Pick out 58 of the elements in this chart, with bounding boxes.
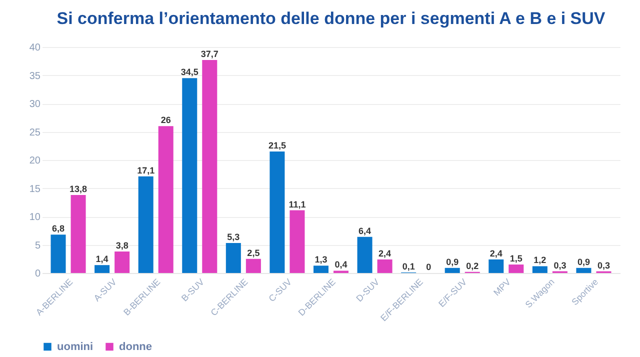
data-label: 17,1 bbox=[137, 165, 155, 176]
bar bbox=[114, 252, 130, 273]
data-label: 6,8 bbox=[52, 224, 65, 234]
data-label: 26 bbox=[160, 115, 171, 126]
bar bbox=[576, 268, 592, 273]
data-label: 0 bbox=[426, 262, 432, 272]
data-label: 5,3 bbox=[227, 232, 240, 242]
data-label: 0,9 bbox=[577, 256, 590, 267]
data-label: 0,4 bbox=[334, 260, 348, 270]
bar bbox=[226, 243, 241, 273]
data-label: 2,5 bbox=[247, 248, 260, 258]
data-label: 6,4 bbox=[358, 226, 372, 236]
y-tick-label: 0 bbox=[34, 268, 41, 280]
bar bbox=[94, 265, 110, 273]
bar bbox=[444, 268, 460, 273]
data-label: 2,4 bbox=[490, 248, 502, 258]
bar bbox=[488, 259, 504, 273]
legend-label: donne bbox=[119, 340, 152, 353]
data-label: 0,9 bbox=[446, 256, 459, 267]
data-label: 0,3 bbox=[597, 260, 610, 270]
data-label: 37,7 bbox=[200, 48, 218, 59]
bar bbox=[202, 60, 218, 273]
data-label: 21,5 bbox=[268, 140, 286, 151]
data-label: 2,4 bbox=[378, 248, 392, 258]
bar bbox=[50, 234, 66, 273]
bar bbox=[290, 210, 305, 273]
y-tick-label: 15 bbox=[29, 184, 41, 195]
data-label: 0,3 bbox=[554, 260, 566, 270]
bar bbox=[182, 78, 198, 273]
data-label: 1,5 bbox=[510, 254, 522, 264]
data-label: 1,2 bbox=[534, 255, 546, 266]
data-label: 1,3 bbox=[314, 254, 328, 265]
data-label: 1,4 bbox=[96, 254, 108, 264]
chart-title: Si conferma l’orientamento delle donne per i segmenti A e B e i SUV bbox=[56, 9, 606, 28]
bar bbox=[313, 266, 328, 273]
data-label: 3,8 bbox=[116, 240, 128, 251]
bar bbox=[532, 266, 548, 273]
data-label: 11,1 bbox=[288, 199, 306, 210]
y-tick-label: 25 bbox=[29, 127, 41, 138]
data-label: 0,1 bbox=[402, 261, 415, 272]
data-label: 34,5 bbox=[180, 67, 198, 78]
bar bbox=[270, 152, 285, 273]
bar bbox=[508, 264, 524, 273]
bar bbox=[377, 259, 392, 273]
bar bbox=[357, 236, 372, 273]
y-tick-label: 40 bbox=[29, 42, 41, 54]
y-tick-label: 20 bbox=[29, 156, 41, 166]
data-label: 0,2 bbox=[466, 260, 479, 271]
y-tick-label: 5 bbox=[34, 240, 41, 252]
y-tick-label: 30 bbox=[29, 99, 41, 110]
bar bbox=[158, 126, 174, 273]
y-tick-label: 35 bbox=[29, 70, 41, 82]
y-tick-label: 10 bbox=[29, 212, 41, 223]
bar bbox=[138, 176, 154, 273]
bar bbox=[246, 258, 261, 273]
legend-label: uomini bbox=[57, 340, 94, 353]
data-label: 13,8 bbox=[70, 184, 88, 194]
bar bbox=[70, 195, 86, 273]
